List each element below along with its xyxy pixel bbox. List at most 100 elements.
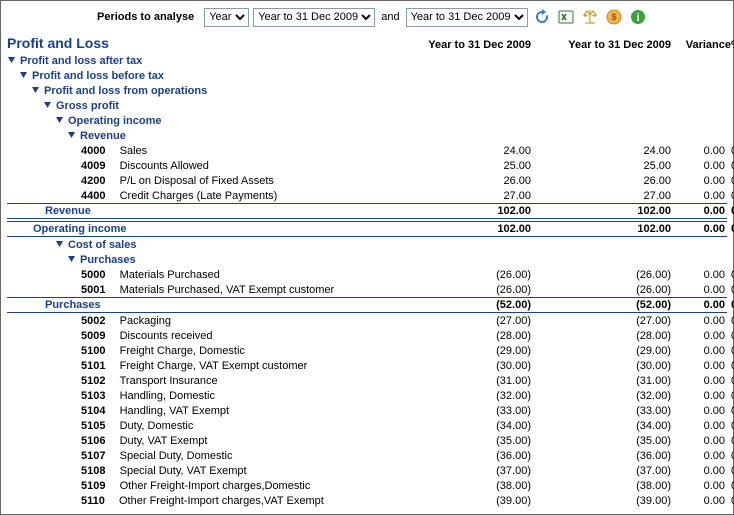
- value-v1: 102.00: [397, 205, 537, 217]
- total-label: Revenue: [45, 205, 91, 217]
- expand-toggle[interactable]: [55, 116, 64, 125]
- column-headers: Profit and Loss Year to 31 Dec 2009 Year…: [7, 33, 727, 53]
- heading-label[interactable]: Profit and loss before tax: [32, 70, 164, 82]
- account-name: Transport Insurance: [120, 375, 218, 387]
- value-var: 0.00: [677, 315, 731, 327]
- heading-label[interactable]: Gross profit: [56, 100, 119, 112]
- info-icon[interactable]: i: [628, 7, 648, 27]
- value-v1: (32.00): [397, 390, 537, 402]
- heading-label[interactable]: Profit and loss from operations: [44, 85, 207, 97]
- value-v1: (31.00): [397, 375, 537, 387]
- value-var: 0.00: [677, 480, 731, 492]
- account-name: Handling, Domestic: [120, 390, 215, 402]
- value-var: 0.00: [677, 223, 731, 235]
- expand-toggle[interactable]: [31, 86, 40, 95]
- expand-toggle[interactable]: [67, 131, 76, 140]
- value-var: 0.00: [677, 299, 731, 311]
- total-label: Operating income: [33, 223, 127, 235]
- value-v1: (29.00): [397, 345, 537, 357]
- value-v1: 102.00: [397, 223, 537, 235]
- period-a-select[interactable]: Year to 31 Dec 2009: [253, 8, 375, 27]
- value-v2: (38.00): [537, 480, 677, 492]
- value-v2: 24.00: [537, 145, 677, 157]
- heading-label[interactable]: Profit and loss after tax: [20, 55, 142, 67]
- value-v2: (35.00): [537, 435, 677, 447]
- account-code: 4000: [81, 145, 105, 157]
- account-row: 5107 Special Duty, Domestic(36.00)(36.00…: [7, 448, 727, 463]
- scales-icon[interactable]: [580, 7, 600, 27]
- account-name: Other Freight-Import charges,VAT Exempt: [119, 495, 324, 507]
- account-name: Other Freight-Import charges,Domestic: [120, 480, 311, 492]
- heading-label[interactable]: Revenue: [80, 130, 126, 142]
- value-v1: (33.00): [397, 405, 537, 417]
- value-var: 0.00: [677, 284, 731, 296]
- refresh-icon[interactable]: [532, 7, 552, 27]
- account-name: Materials Purchased: [120, 269, 220, 281]
- account-row: 5105 Duty, Domestic(34.00)(34.00)0.000.0: [7, 418, 727, 433]
- currency-icon[interactable]: $: [604, 7, 624, 27]
- account-name: Discounts Allowed: [120, 160, 209, 172]
- value-v2: (37.00): [537, 465, 677, 477]
- account-name: Special Duty, Domestic: [120, 450, 233, 462]
- value-var: 0.00: [677, 465, 731, 477]
- periods-label: Periods to analyse: [97, 11, 194, 23]
- value-var: 0.00: [677, 495, 731, 507]
- value-v2: (30.00): [537, 360, 677, 372]
- account-row: 5103 Handling, Domestic(32.00)(32.00)0.0…: [7, 388, 727, 403]
- account-name: Credit Charges (Late Payments): [120, 190, 278, 202]
- value-v1: (37.00): [397, 465, 537, 477]
- value-v2: (39.00): [537, 495, 677, 507]
- value-var: 0.00: [677, 450, 731, 462]
- value-var: 0.00: [677, 145, 731, 157]
- value-v1: 25.00: [397, 160, 537, 172]
- value-v2: 27.00: [537, 190, 677, 202]
- toolbar: Periods to analyse Year Year to 31 Dec 2…: [7, 5, 727, 33]
- value-v1: 24.00: [397, 145, 537, 157]
- value-v1: (26.00): [397, 269, 537, 281]
- report-tree: Profit and loss after tax Profit and loss…: [7, 53, 727, 508]
- value-v2: 26.00: [537, 175, 677, 187]
- account-row: 5000 Materials Purchased(26.00)(26.00)0.…: [7, 267, 727, 282]
- value-var: 0.00: [677, 390, 731, 402]
- account-code: 5009: [81, 330, 105, 342]
- value-v1: (34.00): [397, 420, 537, 432]
- period-b-select[interactable]: Year to 31 Dec 2009: [406, 8, 528, 27]
- account-code: 5107: [81, 450, 105, 462]
- expand-toggle[interactable]: [19, 71, 28, 80]
- value-v2: (28.00): [537, 330, 677, 342]
- excel-icon[interactable]: [556, 7, 576, 27]
- value-v1: (28.00): [397, 330, 537, 342]
- account-row: 5104 Handling, VAT Exempt(33.00)(33.00)0…: [7, 403, 727, 418]
- account-row: 5101 Freight Charge, VAT Exempt customer…: [7, 358, 727, 373]
- account-row: 5002 Packaging(27.00)(27.00)0.000.0: [7, 313, 727, 328]
- header-col2: Year to 31 Dec 2009: [537, 39, 677, 51]
- header-col1: Year to 31 Dec 2009: [397, 39, 537, 51]
- value-v2: (27.00): [537, 315, 677, 327]
- account-name: Duty, VAT Exempt: [120, 435, 208, 447]
- value-v2: (36.00): [537, 450, 677, 462]
- svg-text:$: $: [611, 12, 616, 22]
- expand-toggle[interactable]: [43, 101, 52, 110]
- expand-toggle[interactable]: [55, 240, 64, 249]
- heading-row: Operating income: [7, 113, 727, 128]
- value-var: 0.00: [677, 405, 731, 417]
- account-code: 5108: [81, 465, 105, 477]
- heading-row: Profit and loss before tax: [7, 68, 727, 83]
- header-variance: Variance: [677, 39, 731, 51]
- account-name: P/L on Disposal of Fixed Assets: [120, 175, 274, 187]
- value-v2: (26.00): [537, 269, 677, 281]
- heading-row: Gross profit: [7, 98, 727, 113]
- account-code: 5110: [81, 495, 105, 507]
- account-name: Sales: [120, 145, 148, 157]
- value-v2: (29.00): [537, 345, 677, 357]
- account-name: Special Duty, VAT Exempt: [120, 465, 247, 477]
- account-row: 4400 Credit Charges (Late Payments)27.00…: [7, 188, 727, 203]
- expand-toggle[interactable]: [67, 255, 76, 264]
- period-type-select[interactable]: Year: [204, 8, 249, 27]
- expand-toggle[interactable]: [7, 56, 16, 65]
- and-label: and: [381, 11, 399, 23]
- heading-label[interactable]: Cost of sales: [68, 239, 136, 251]
- heading-label[interactable]: Operating income: [68, 115, 162, 127]
- total-row: Purchases(52.00)(52.00)0.000.0: [7, 297, 727, 313]
- heading-label[interactable]: Purchases: [80, 254, 136, 266]
